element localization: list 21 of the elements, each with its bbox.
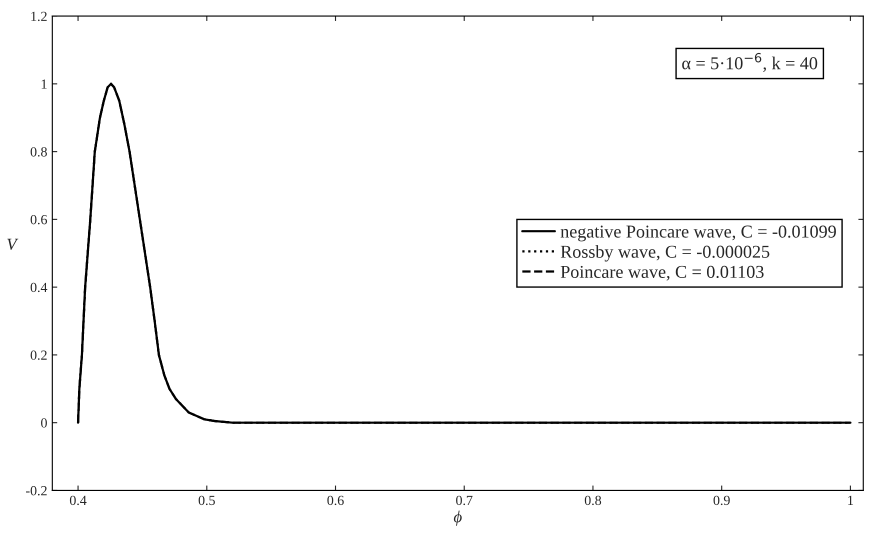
x-tick-label: 0.4 — [70, 496, 87, 506]
legend-label: Poincare wave, C = 0.01103 — [560, 266, 764, 281]
y-tick-label: 0.8 — [30, 147, 47, 157]
y-tick-label: 0 — [41, 418, 47, 428]
x-tick-label: 0.6 — [327, 496, 344, 506]
y-tick-label: -0.2 — [26, 486, 47, 496]
annotation: α = 5·10$^{−6}$, k = 40 — [682, 52, 818, 72]
y-tick-label: 0.6 — [30, 214, 48, 224]
x-tick-label: 0.8 — [584, 496, 602, 506]
y-tick-label: 1 — [42, 79, 47, 89]
y-tick-label: 0.4 — [30, 282, 48, 292]
y-axis-title: V — [7, 238, 18, 250]
x-tick-label: 0.5 — [198, 496, 215, 506]
x-tick-label: 0.9 — [714, 496, 730, 506]
x-tick-label: 1 — [848, 496, 854, 505]
legend-label: negative Poincare wave, C = -0.01099 — [560, 226, 836, 242]
x-axis-title: ϕ — [454, 510, 462, 526]
y-tick-label: 0.2 — [30, 350, 47, 360]
x-tick-label: 0.7 — [456, 496, 473, 506]
y-tick-label: 1.2 — [31, 12, 47, 22]
legend-label: Rossby wave, C = -0.000025 — [560, 245, 770, 262]
